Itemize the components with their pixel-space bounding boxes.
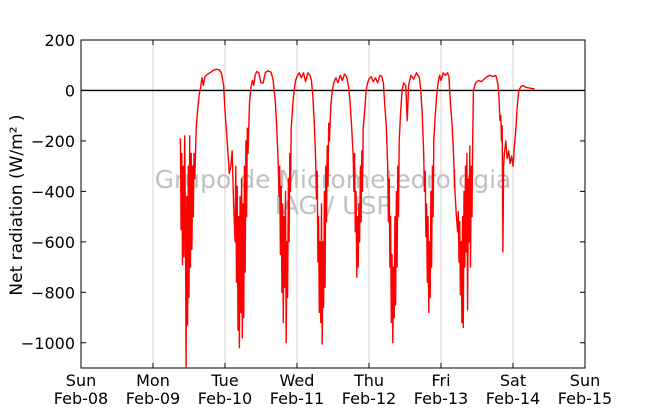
x-tick-label-date: Feb-14 — [486, 389, 540, 408]
watermark-line-1: Grupo de Micrometeorologia — [155, 165, 512, 194]
x-tick-label-day: Thu — [353, 371, 384, 390]
x-tick-label-date: Feb-09 — [126, 389, 180, 408]
y-tick-label: −800 — [31, 283, 75, 302]
net-radiation-series-line — [179, 68, 535, 368]
x-tick-label-day: Sat — [500, 371, 526, 390]
x-tick-label-day: Fri — [431, 371, 450, 390]
y-tick-label: 200 — [44, 31, 75, 50]
x-tick-label-day: Tue — [210, 371, 238, 390]
vertical-gridlines — [152, 40, 514, 368]
x-tick-label-day: Wed — [280, 371, 315, 390]
watermark: Grupo de Micrometeorologia IAG / USP — [155, 165, 512, 220]
y-axis-ticks: 200 0 −200 −400 −600 −800 −1000 — [21, 31, 585, 353]
x-axis-ticks: SunFeb-08MonFeb-09TueFeb-10WedFeb-11ThuF… — [54, 40, 612, 408]
y-tick-label: −1000 — [21, 334, 75, 353]
y-tick-label: 0 — [65, 81, 75, 100]
x-tick-label-day: Mon — [136, 371, 170, 390]
x-tick-label-date: Feb-11 — [270, 389, 324, 408]
x-tick-label-date: Feb-13 — [414, 389, 468, 408]
y-axis-label: Net radiation (W/m² ) — [7, 114, 27, 295]
y-tick-label: −600 — [31, 233, 75, 252]
x-tick-label-date: Feb-15 — [558, 389, 612, 408]
x-tick-label-date: Feb-08 — [54, 389, 108, 408]
y-tick-label: −400 — [31, 182, 75, 201]
plot-frame — [80, 39, 586, 369]
watermark-line-2: IAG / USP — [275, 191, 392, 220]
x-tick-label-day: Sun — [66, 371, 96, 390]
x-tick-label-date: Feb-10 — [198, 389, 252, 408]
x-tick-label-day: Sun — [570, 371, 600, 390]
x-tick-label-date: Feb-12 — [342, 389, 396, 408]
y-tick-label: −200 — [31, 132, 75, 151]
